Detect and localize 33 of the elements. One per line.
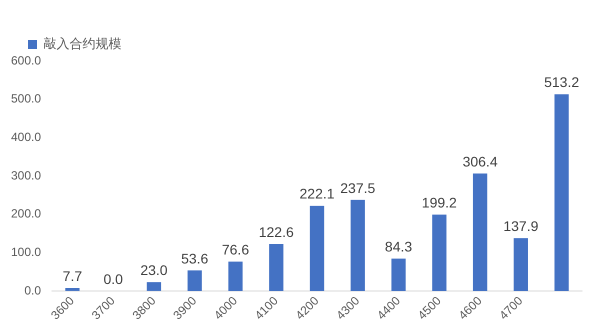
bar — [228, 262, 243, 291]
y-tick-label: 400.0 — [11, 130, 42, 144]
y-tick-label: 200.0 — [11, 206, 42, 221]
data-label: 7.7 — [62, 268, 82, 284]
data-label: 237.5 — [340, 180, 376, 196]
y-tick-label: 0.0 — [24, 283, 42, 298]
data-label: 137.9 — [503, 218, 539, 234]
y-tick-label: 600.0 — [11, 53, 42, 68]
data-label: 0.0 — [103, 270, 124, 287]
bar — [391, 258, 406, 291]
bar — [269, 244, 284, 291]
bar — [554, 94, 569, 291]
bar — [472, 174, 488, 291]
y-tick-label: 100.0 — [11, 244, 42, 259]
data-label: 84.3 — [384, 238, 412, 254]
data-label: 306.4 — [462, 153, 498, 170]
bar — [65, 288, 80, 291]
y-tick-label: 500.0 — [11, 92, 42, 106]
bar — [514, 238, 528, 291]
data-label: 122.6 — [258, 224, 294, 240]
bar — [432, 214, 446, 291]
data-label: 513.2 — [544, 74, 580, 90]
legend-label: 敲入合约规模 — [44, 36, 122, 52]
bar — [310, 206, 324, 291]
data-label: 53.6 — [181, 250, 209, 266]
data-label: 23.0 — [140, 262, 168, 278]
data-label: 222.1 — [299, 186, 335, 202]
data-label: 199.2 — [422, 194, 458, 210]
y-tick-label: 300.0 — [11, 168, 42, 182]
data-label: 76.6 — [222, 241, 250, 258]
bar — [188, 270, 202, 291]
bar — [350, 200, 365, 291]
bar — [146, 282, 162, 291]
